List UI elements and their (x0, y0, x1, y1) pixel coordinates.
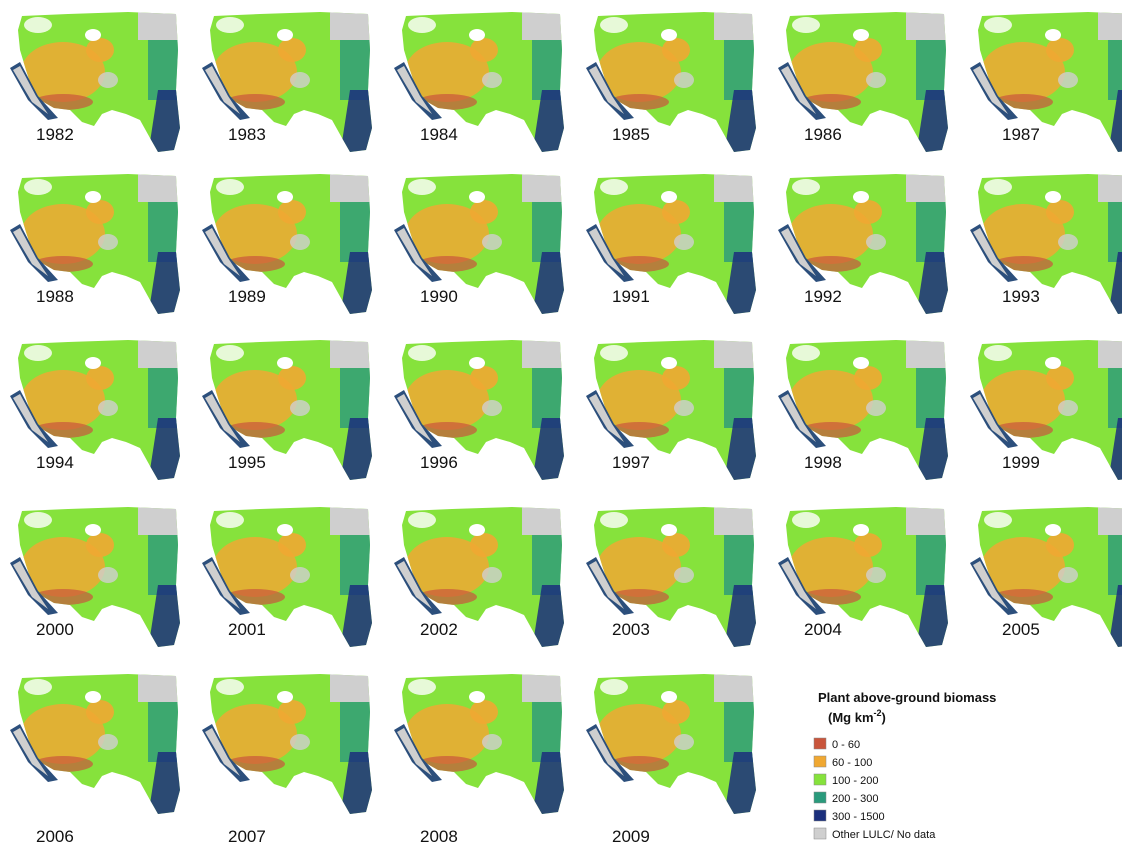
year-label: 1988 (36, 287, 74, 306)
year-label: 1993 (1002, 287, 1040, 306)
map-panel (200, 172, 375, 317)
map-panel (8, 672, 183, 817)
map-panel (200, 338, 375, 483)
legend-label: Other LULC/ No data (832, 829, 936, 841)
map-panel (8, 338, 183, 483)
figure: 1982 1983 1984 1985 1986 1987 1988 1989 1990 1991… (0, 0, 1122, 855)
year-label: 1986 (804, 125, 842, 144)
year-label: 1991 (612, 287, 650, 306)
map-panel (584, 338, 759, 483)
year-label: 2005 (1002, 620, 1040, 639)
map-panel (968, 172, 1122, 317)
map-panel (968, 338, 1122, 483)
year-label: 1996 (420, 453, 458, 472)
map-panel (8, 505, 183, 650)
year-label: 1995 (228, 453, 266, 472)
year-label: 1982 (36, 125, 74, 144)
year-label: 2002 (420, 620, 458, 639)
legend-unit-end: ) (882, 710, 886, 725)
year-label: 2004 (804, 620, 842, 639)
year-label: 1987 (1002, 125, 1040, 144)
legend-swatch (814, 810, 826, 821)
legend-title: Plant above-ground biomass (818, 690, 996, 705)
map-panel (200, 505, 375, 650)
map-panel (584, 672, 759, 817)
year-label: 2009 (612, 827, 650, 846)
map-panel (776, 172, 951, 317)
map-panel (584, 505, 759, 650)
map-panel (584, 172, 759, 317)
map-panel (776, 338, 951, 483)
legend-swatch (814, 774, 826, 785)
year-label: 1985 (612, 125, 650, 144)
year-label: 1983 (228, 125, 266, 144)
year-label: 2001 (228, 620, 266, 639)
legend-swatch (814, 738, 826, 749)
year-label: 2008 (420, 827, 458, 846)
legend-label: 0 - 60 (832, 739, 860, 751)
legend-label: 100 - 200 (832, 775, 878, 787)
year-label: 2007 (228, 827, 266, 846)
year-label: 1984 (420, 125, 458, 144)
year-label: 1999 (1002, 453, 1040, 472)
map-panel (392, 10, 567, 155)
legend-unit-superscript: -2 (874, 708, 882, 718)
legend-label: 60 - 100 (832, 757, 872, 769)
year-label: 1997 (612, 453, 650, 472)
map-panel (968, 505, 1122, 650)
year-label: 2003 (612, 620, 650, 639)
legend-swatch (814, 828, 826, 839)
year-label: 1992 (804, 287, 842, 306)
map-panel (776, 505, 951, 650)
year-label: 1998 (804, 453, 842, 472)
map-panel (968, 10, 1122, 155)
year-label: 2006 (36, 827, 74, 846)
map-panel (8, 172, 183, 317)
map-panel (392, 172, 567, 317)
year-label: 1994 (36, 453, 74, 472)
legend-swatch (814, 792, 826, 803)
map-panel (776, 10, 951, 155)
year-label: 2000 (36, 620, 74, 639)
legend-swatch (814, 756, 826, 767)
map-panel (392, 338, 567, 483)
year-label: 1990 (420, 287, 458, 306)
map-panel (392, 505, 567, 650)
map-panel (8, 10, 183, 155)
legend-label: 300 - 1500 (832, 811, 885, 823)
year-label: 1989 (228, 287, 266, 306)
legend-unit: (Mg km-2) (828, 708, 886, 725)
map-panel (584, 10, 759, 155)
map-panel (200, 672, 375, 817)
legend-unit-text: (Mg km (828, 710, 874, 725)
map-panel (200, 10, 375, 155)
map-panel (392, 672, 567, 817)
legend-label: 200 - 300 (832, 793, 878, 805)
